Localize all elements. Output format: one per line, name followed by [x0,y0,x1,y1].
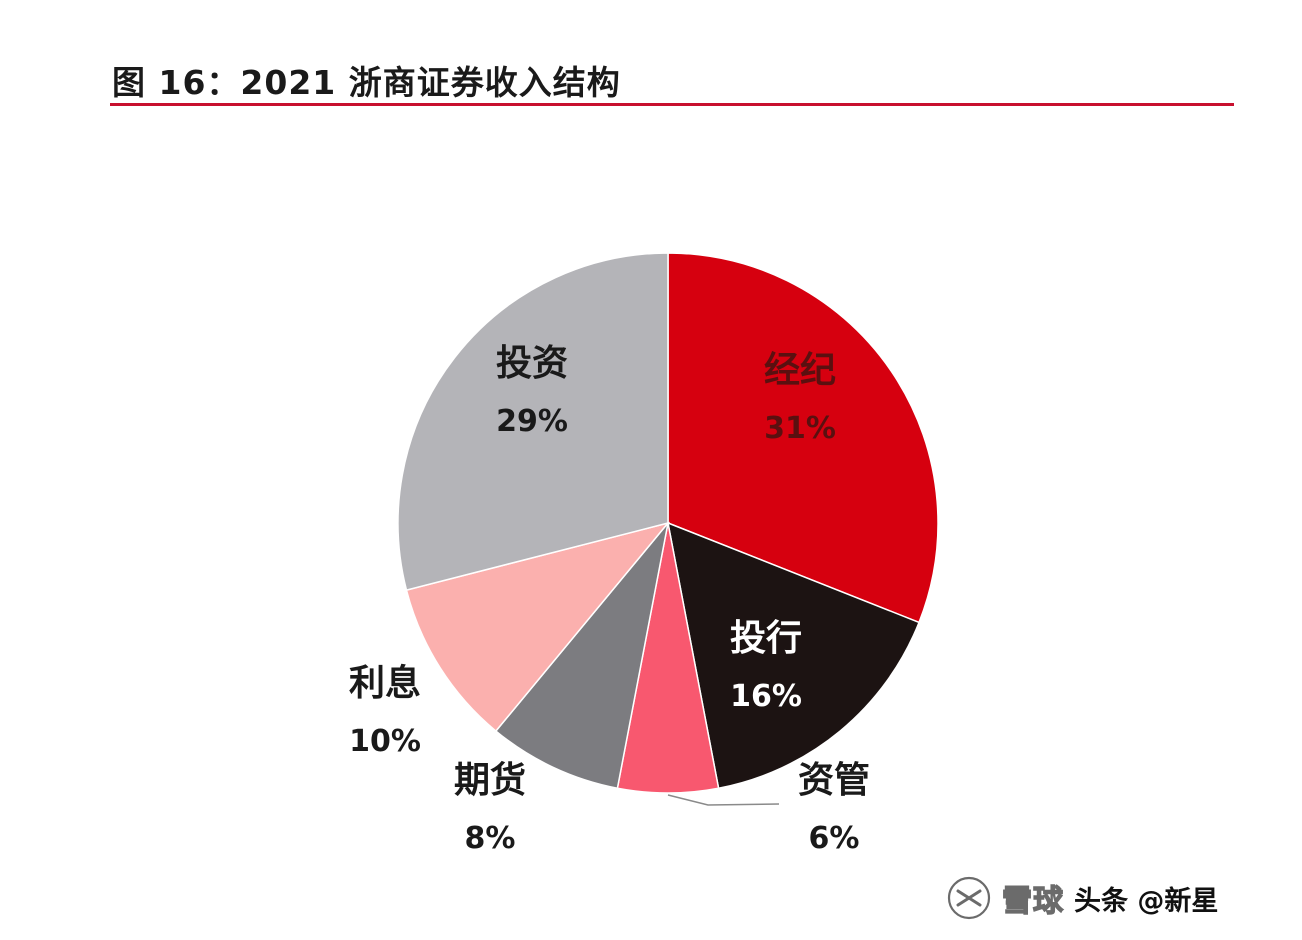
pie-slice-4 [494,522,669,790]
chart-title: 图 16：2021 浙商证券收入结构 [112,63,621,102]
slice-label-4: 期货 [454,760,526,801]
pie-slice-2 [667,521,921,790]
leader-line-3 [667,794,780,806]
slice-label-1: 经纪 [764,350,836,391]
watermark: 雪球 头条 @新星 [946,868,1218,928]
slice-label-5: 利息 [349,663,421,704]
watermark-brand: 雪球 [1001,883,1064,919]
slice-label-3: 资管 [798,760,870,801]
slice-label-6: 投资 [496,343,568,384]
snowball-logo-icon [947,876,991,920]
slice-value-5: 10% [349,724,421,759]
slice-value-3: 6% [809,821,860,856]
title-underline [110,103,1234,106]
slice-value-4: 8% [465,821,516,856]
pie-slice-1 [667,252,939,624]
slice-value-1: 31% [764,411,836,446]
pie-slice-5 [405,521,671,733]
slice-value-6: 29% [496,404,568,439]
pie-slice-6 [397,252,669,592]
slice-value-2: 16% [730,679,802,714]
slice-label-2: 投行 [730,618,802,659]
watermark-text: 头条 @新星 [1074,885,1219,917]
